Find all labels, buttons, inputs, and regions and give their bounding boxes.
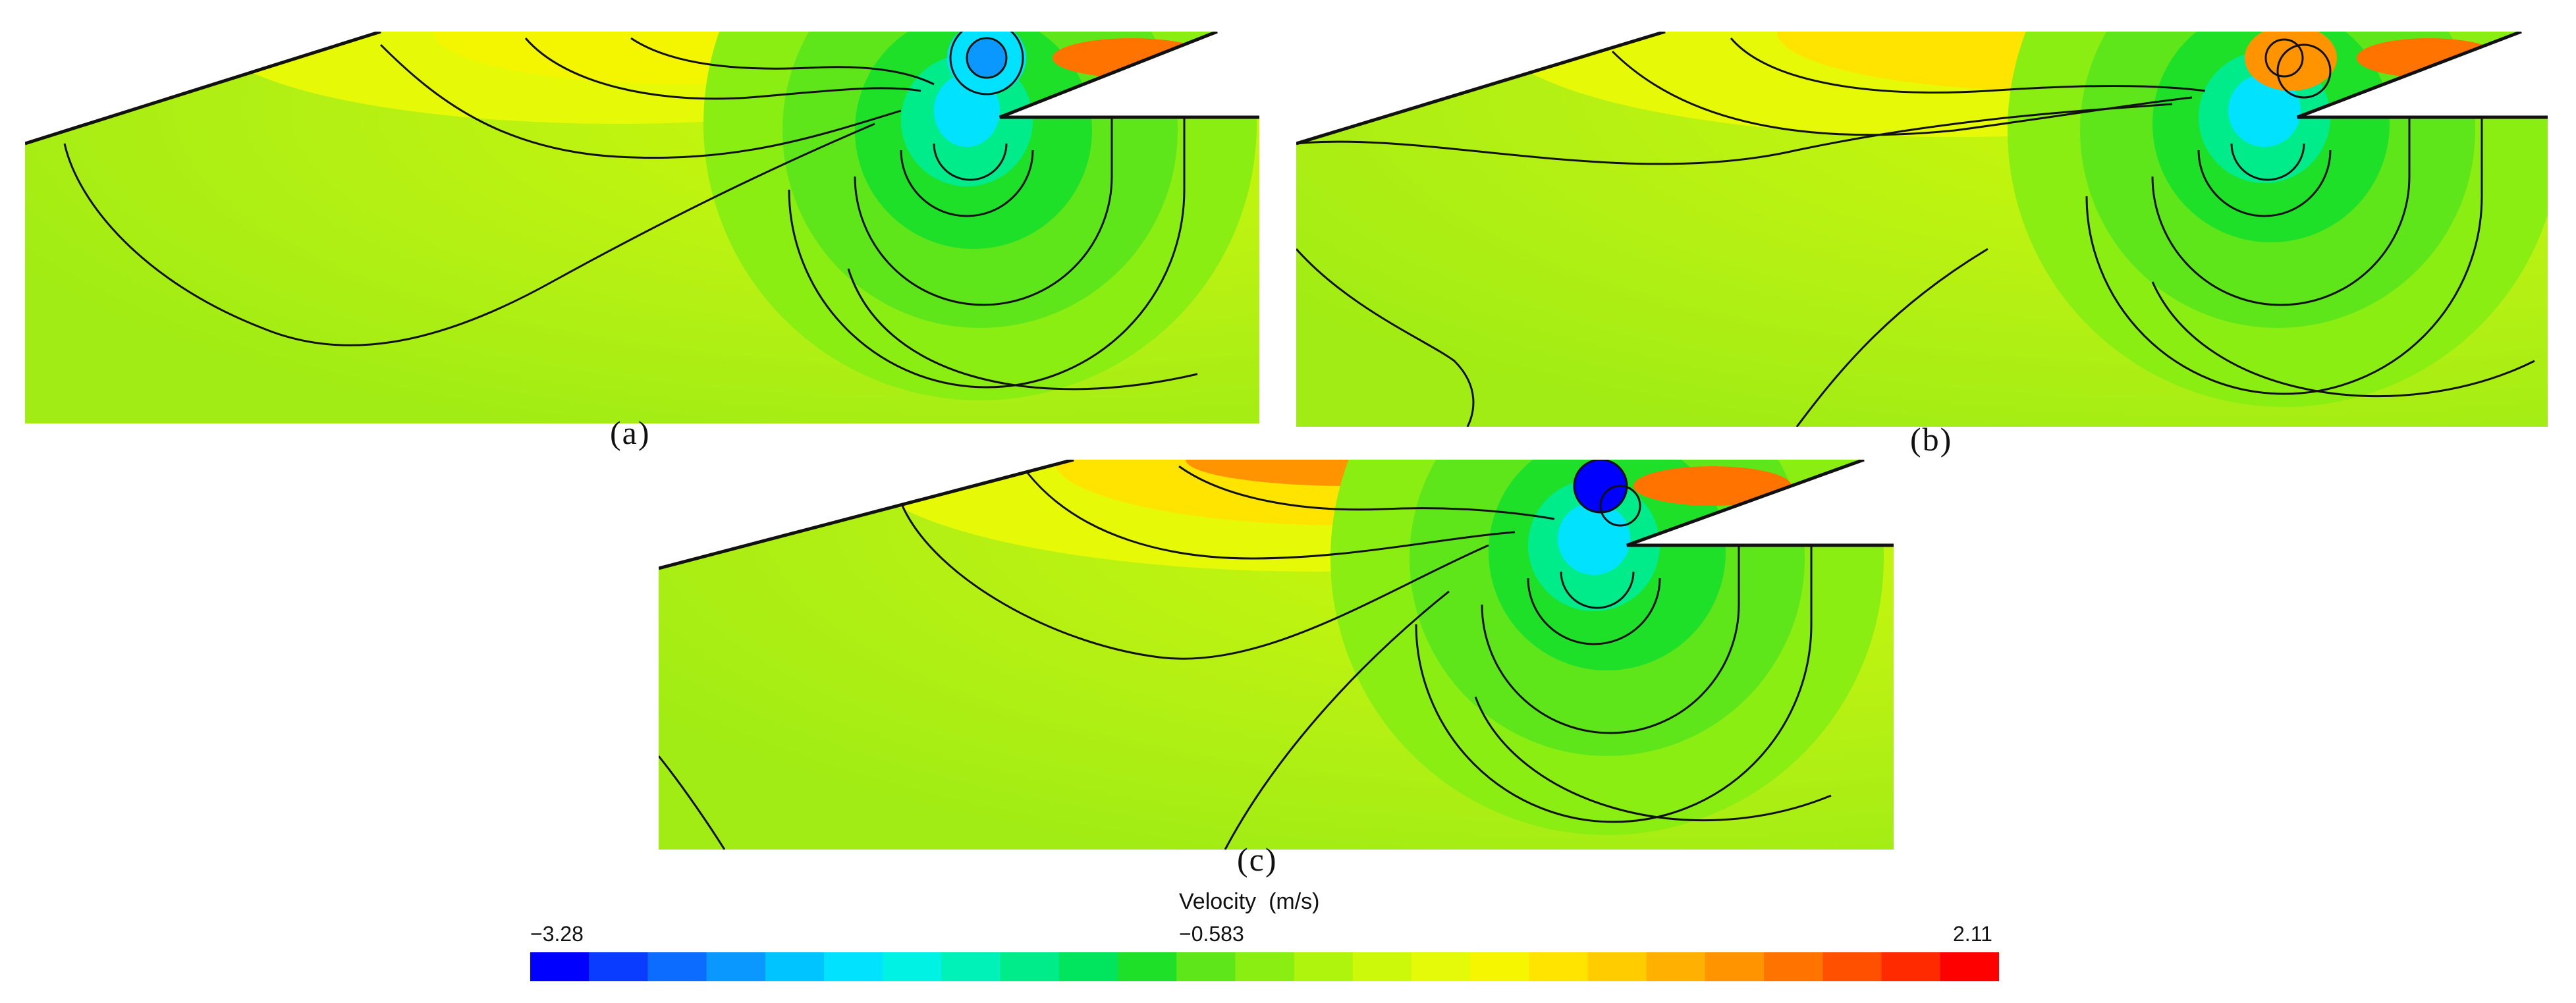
- colorbar-swatch: [1646, 952, 1706, 981]
- colorbar-swatch: [1940, 952, 1999, 981]
- legend-min-label: −3.28: [530, 922, 584, 946]
- caption-b: (b): [1910, 421, 1953, 458]
- colorbar-swatch: [589, 952, 648, 981]
- colorbar-swatch: [1881, 952, 1941, 981]
- contour-lines-b: [1296, 38, 2535, 427]
- contour-panel-b: [1296, 32, 2548, 427]
- colorbar-swatch: [1411, 952, 1471, 981]
- colorbar-swatch: [883, 952, 942, 981]
- velocity-legend: Velocity (m/s) −3.28 −0.583 2.11: [530, 889, 1999, 988]
- colorbar-swatch: [1587, 952, 1647, 981]
- colorbar-swatch: [1705, 952, 1765, 981]
- colorbar-swatch: [1058, 952, 1118, 981]
- velocity-field-a: [25, 32, 1259, 423]
- contour-lines-c: [659, 460, 1832, 850]
- contour-panel-c: [659, 460, 1894, 850]
- colorbar-swatch: [706, 952, 766, 981]
- colorbar-swatch: [530, 952, 589, 981]
- caption-c: (c): [1237, 841, 1278, 878]
- colorbar-swatch: [1470, 952, 1529, 981]
- caption-a: (a): [610, 414, 651, 451]
- contour-panel-a: [25, 32, 1259, 423]
- colorbar: [530, 952, 1999, 981]
- colorbar-swatch: [1000, 952, 1060, 981]
- legend-max-label: 2.11: [1953, 922, 1992, 946]
- contour-lines-a: [63, 32, 1198, 391]
- colorbar-swatch: [824, 952, 883, 981]
- legend-mid-label: −0.583: [1179, 922, 1244, 946]
- colorbar-swatch: [1294, 952, 1354, 981]
- colorbar-swatch: [941, 952, 1001, 981]
- colorbar-swatch: [765, 952, 825, 981]
- colorbar-swatch: [1235, 952, 1295, 981]
- colorbar-swatch: [1529, 952, 1589, 981]
- colorbar-swatch: [647, 952, 707, 981]
- colorbar-swatch: [1176, 952, 1236, 981]
- colorbar-swatch: [1352, 952, 1412, 981]
- colorbar-swatch: [1764, 952, 1823, 981]
- colorbar-swatch: [1822, 952, 1882, 981]
- velocity-field-b: [1296, 32, 2548, 427]
- colorbar-swatch: [1118, 952, 1177, 981]
- legend-title: Velocity (m/s): [1179, 889, 1320, 914]
